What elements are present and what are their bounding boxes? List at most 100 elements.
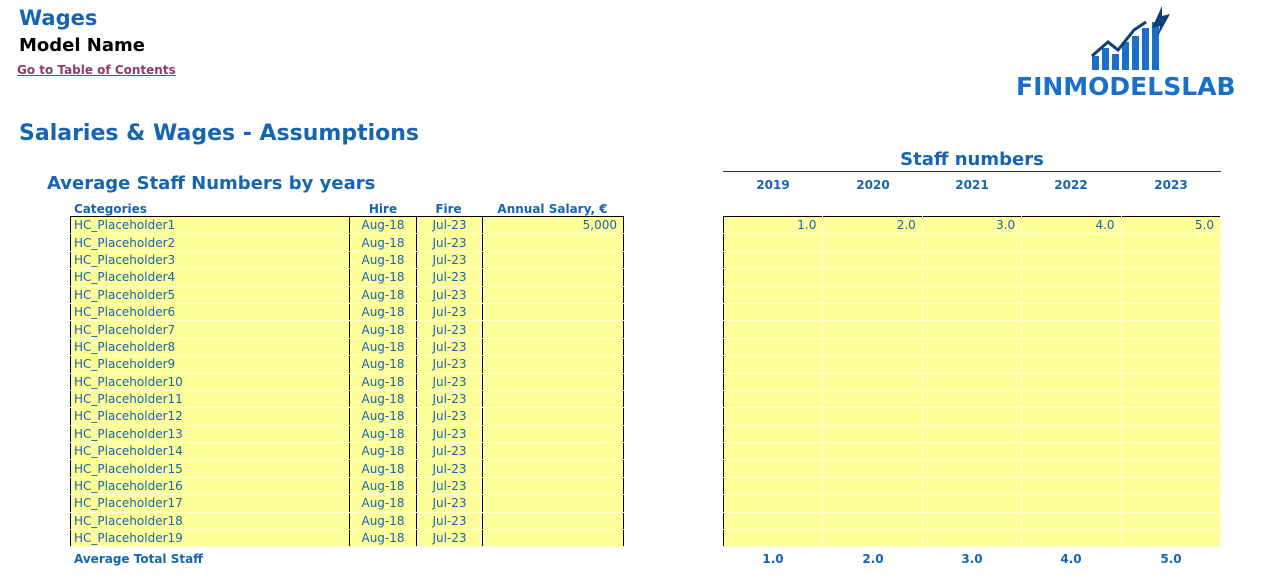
- staff-count-cell[interactable]: [922, 355, 1023, 374]
- staff-count-cell[interactable]: [1021, 442, 1122, 461]
- staff-count-cell[interactable]: [1021, 251, 1122, 270]
- staff-count-cell[interactable]: [723, 233, 824, 252]
- staff-count-cell[interactable]: [1121, 268, 1222, 287]
- staff-count-cell[interactable]: [922, 459, 1023, 478]
- staff-count-cell[interactable]: 2.0: [822, 216, 923, 235]
- staff-count-cell[interactable]: [1121, 303, 1222, 322]
- staff-count-cell[interactable]: [723, 286, 824, 304]
- staff-count-cell[interactable]: [822, 268, 923, 287]
- hire-date-cell[interactable]: Aug-18: [349, 373, 417, 391]
- salary-cell[interactable]: [482, 303, 624, 322]
- staff-count-cell[interactable]: [1021, 494, 1122, 513]
- staff-count-cell[interactable]: [1021, 529, 1122, 548]
- category-cell[interactable]: HC_Placeholder9: [70, 355, 350, 374]
- staff-count-cell[interactable]: [922, 494, 1023, 513]
- staff-count-cell[interactable]: [822, 407, 923, 426]
- staff-count-cell[interactable]: [922, 529, 1023, 548]
- staff-count-cell[interactable]: 5.0: [1121, 216, 1222, 235]
- staff-count-cell[interactable]: [1021, 390, 1122, 409]
- hire-date-cell[interactable]: Aug-18: [349, 268, 417, 287]
- staff-count-cell[interactable]: [822, 303, 923, 322]
- fire-date-cell[interactable]: Jul-23: [416, 320, 483, 339]
- hire-date-cell[interactable]: Aug-18: [349, 320, 417, 339]
- toc-link[interactable]: Go to Table of Contents: [17, 63, 176, 77]
- staff-count-cell[interactable]: [822, 355, 923, 374]
- staff-count-cell[interactable]: [1121, 529, 1222, 548]
- salary-cell[interactable]: [482, 373, 624, 391]
- staff-count-cell[interactable]: [822, 477, 923, 496]
- staff-count-cell[interactable]: [822, 338, 923, 357]
- staff-count-cell[interactable]: [723, 390, 824, 409]
- fire-date-cell[interactable]: Jul-23: [416, 390, 483, 409]
- fire-date-cell[interactable]: Jul-23: [416, 477, 483, 496]
- staff-count-cell[interactable]: [922, 303, 1023, 322]
- staff-count-cell[interactable]: [822, 233, 923, 252]
- staff-count-cell[interactable]: [822, 390, 923, 409]
- staff-count-cell[interactable]: [1021, 477, 1122, 496]
- staff-count-cell[interactable]: 4.0: [1021, 216, 1122, 235]
- hire-date-cell[interactable]: Aug-18: [349, 459, 417, 478]
- category-cell[interactable]: HC_Placeholder18: [70, 512, 350, 531]
- staff-count-cell[interactable]: [723, 442, 824, 461]
- staff-count-cell[interactable]: [922, 442, 1023, 461]
- fire-date-cell[interactable]: Jul-23: [416, 407, 483, 426]
- staff-count-cell[interactable]: [723, 373, 824, 391]
- salary-cell[interactable]: [482, 390, 624, 409]
- staff-count-cell[interactable]: [1121, 338, 1222, 357]
- staff-count-cell[interactable]: [922, 425, 1023, 444]
- hire-date-cell[interactable]: Aug-18: [349, 338, 417, 357]
- fire-date-cell[interactable]: Jul-23: [416, 268, 483, 287]
- salary-cell[interactable]: [482, 512, 624, 531]
- hire-date-cell[interactable]: Aug-18: [349, 477, 417, 496]
- category-cell[interactable]: HC_Placeholder5: [70, 286, 350, 304]
- category-cell[interactable]: HC_Placeholder1: [70, 216, 350, 235]
- hire-date-cell[interactable]: Aug-18: [349, 494, 417, 513]
- staff-count-cell[interactable]: [1021, 286, 1122, 304]
- fire-date-cell[interactable]: Jul-23: [416, 251, 483, 270]
- staff-count-cell[interactable]: [922, 512, 1023, 531]
- fire-date-cell[interactable]: Jul-23: [416, 233, 483, 252]
- staff-count-cell[interactable]: [1021, 233, 1122, 252]
- staff-count-cell[interactable]: [1121, 442, 1222, 461]
- category-cell[interactable]: HC_Placeholder8: [70, 338, 350, 357]
- hire-date-cell[interactable]: Aug-18: [349, 355, 417, 374]
- staff-count-cell[interactable]: [723, 338, 824, 357]
- salary-cell[interactable]: [482, 425, 624, 444]
- staff-count-cell[interactable]: [723, 355, 824, 374]
- salary-cell[interactable]: [482, 407, 624, 426]
- category-cell[interactable]: HC_Placeholder3: [70, 251, 350, 270]
- fire-date-cell[interactable]: Jul-23: [416, 425, 483, 444]
- salary-cell[interactable]: [482, 529, 624, 548]
- category-cell[interactable]: HC_Placeholder19: [70, 529, 350, 548]
- staff-count-cell[interactable]: [1021, 407, 1122, 426]
- staff-count-cell[interactable]: [723, 459, 824, 478]
- staff-count-cell[interactable]: [1121, 425, 1222, 444]
- category-cell[interactable]: HC_Placeholder12: [70, 407, 350, 426]
- hire-date-cell[interactable]: Aug-18: [349, 390, 417, 409]
- fire-date-cell[interactable]: Jul-23: [416, 529, 483, 548]
- category-cell[interactable]: HC_Placeholder13: [70, 425, 350, 444]
- fire-date-cell[interactable]: Jul-23: [416, 373, 483, 391]
- staff-count-cell[interactable]: [723, 512, 824, 531]
- salary-cell[interactable]: 5,000: [482, 216, 624, 235]
- fire-date-cell[interactable]: Jul-23: [416, 303, 483, 322]
- staff-count-cell[interactable]: [1021, 268, 1122, 287]
- salary-cell[interactable]: [482, 442, 624, 461]
- fire-date-cell[interactable]: Jul-23: [416, 286, 483, 304]
- staff-count-cell[interactable]: [1121, 494, 1222, 513]
- staff-count-cell[interactable]: [822, 442, 923, 461]
- salary-cell[interactable]: [482, 233, 624, 252]
- staff-count-cell[interactable]: [822, 425, 923, 444]
- staff-count-cell[interactable]: [822, 494, 923, 513]
- staff-count-cell[interactable]: [822, 286, 923, 304]
- staff-count-cell[interactable]: [1121, 233, 1222, 252]
- staff-count-cell[interactable]: [922, 320, 1023, 339]
- salary-cell[interactable]: [482, 251, 624, 270]
- staff-count-cell[interactable]: [822, 320, 923, 339]
- staff-count-cell[interactable]: [723, 268, 824, 287]
- staff-count-cell[interactable]: [1121, 355, 1222, 374]
- staff-count-cell[interactable]: [922, 390, 1023, 409]
- category-cell[interactable]: HC_Placeholder11: [70, 390, 350, 409]
- staff-count-cell[interactable]: [1121, 373, 1222, 391]
- hire-date-cell[interactable]: Aug-18: [349, 512, 417, 531]
